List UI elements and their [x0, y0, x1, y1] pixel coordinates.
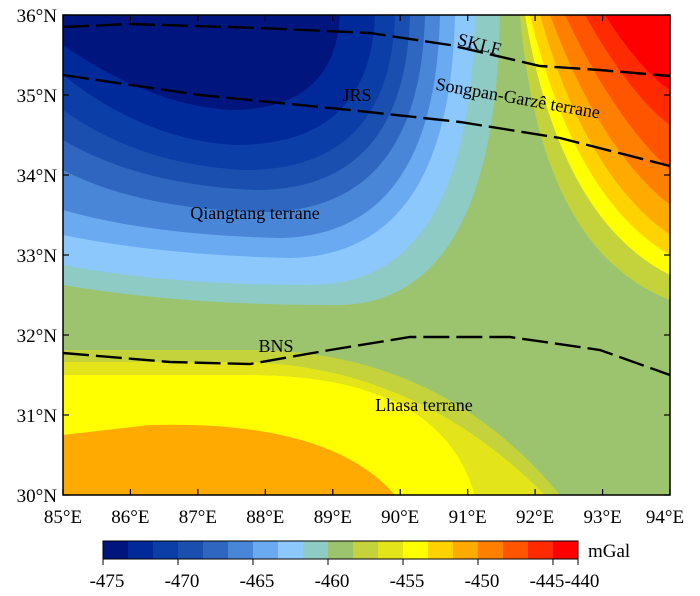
- contour-yellowgreen-lower: [63, 362, 545, 495]
- contour-red-upper: [605, 15, 670, 90]
- colorbar-swatch: [303, 541, 329, 559]
- lon-label: 87°E: [179, 507, 217, 528]
- colorbar-swatch: [328, 541, 354, 559]
- lat-label: 34°N: [17, 166, 58, 187]
- lat-label: 35°N: [17, 86, 58, 107]
- lon-label: 88°E: [246, 507, 284, 528]
- colorbar-frame: [102, 540, 579, 560]
- fault-lines: [62, 22, 671, 377]
- lon-label: 89°E: [314, 507, 352, 528]
- lon-label: 93°E: [583, 507, 621, 528]
- colorbar-swatch: [353, 541, 379, 559]
- colorbar-swatch: [278, 541, 304, 559]
- colorbar-swatch: [103, 541, 129, 559]
- colorbar-swatch: [203, 541, 229, 559]
- contour-navy: [63, 15, 340, 110]
- lat-labels: 30°N 31°N 32°N 33°N 34°N 35°N 36°N: [17, 6, 58, 507]
- lon-labels: 85°E 86°E 87°E 88°E 89°E 90°E 91°E 92°E …: [44, 507, 684, 528]
- colorbar-swatch: [528, 541, 554, 559]
- colorbar-swatches: [103, 541, 579, 559]
- fault-line-bns: [62, 335, 671, 377]
- contour-field: [63, 15, 670, 495]
- colorbar-ticks: [102, 559, 579, 565]
- region-label-qiangtang: Qiangtang terrane: [190, 203, 319, 223]
- colorbar-label: -455: [390, 571, 425, 592]
- colorbar-label: -460: [315, 571, 350, 592]
- fault-label-bns: BNS: [258, 336, 293, 356]
- colorbar-swatch: [178, 541, 204, 559]
- colorbar-swatch: [403, 541, 429, 559]
- colorbar-swatch: [228, 541, 254, 559]
- lat-label: 30°N: [17, 486, 58, 507]
- colorbar-label: -475: [90, 571, 125, 592]
- fault-label-jrs: JRS: [342, 85, 371, 105]
- colorbar-swatch: [128, 541, 154, 559]
- colorbar-swatch: [453, 541, 479, 559]
- lat-label: 33°N: [17, 246, 58, 267]
- fault-line-jrs: [62, 73, 671, 168]
- colorbar-label: -450: [465, 571, 500, 592]
- lat-label: 32°N: [17, 326, 58, 347]
- colorbar-label: -440: [565, 571, 600, 592]
- lon-label: 85°E: [44, 507, 82, 528]
- lat-ticks: [63, 14, 670, 496]
- lat-label: 36°N: [17, 6, 58, 27]
- colorbar: mGal -475 -470 -465 -460 -455 -450 -445 …: [90, 540, 630, 592]
- lon-label: 92°E: [516, 507, 554, 528]
- colorbar-label: -465: [240, 571, 275, 592]
- colorbar-swatch: [503, 541, 529, 559]
- colorbar-unit: mGal: [588, 541, 630, 562]
- colorbar-swatch: [153, 541, 179, 559]
- colorbar-swatch: [378, 541, 404, 559]
- region-label-lhasa: Lhasa terrane: [375, 395, 472, 415]
- colorbar-label: -445: [530, 571, 565, 592]
- colorbar-swatch: [553, 541, 579, 559]
- lon-ticks: [62, 15, 671, 495]
- lon-label: 94°E: [646, 507, 684, 528]
- colorbar-swatch: [253, 541, 279, 559]
- lon-label: 90°E: [381, 507, 419, 528]
- lon-label: 91°E: [449, 507, 487, 528]
- lat-label: 31°N: [17, 406, 58, 427]
- fault-line-sklf: [62, 22, 671, 78]
- colorbar-swatch: [428, 541, 454, 559]
- contour-orange-lower: [63, 424, 395, 495]
- colorbar-label: -470: [165, 571, 200, 592]
- lon-label: 86°E: [111, 507, 149, 528]
- contour-olive-lower: [63, 350, 560, 495]
- colorbar-swatch: [478, 541, 504, 559]
- colorbar-labels: -475 -470 -465 -460 -455 -450 -445 -440: [90, 571, 600, 592]
